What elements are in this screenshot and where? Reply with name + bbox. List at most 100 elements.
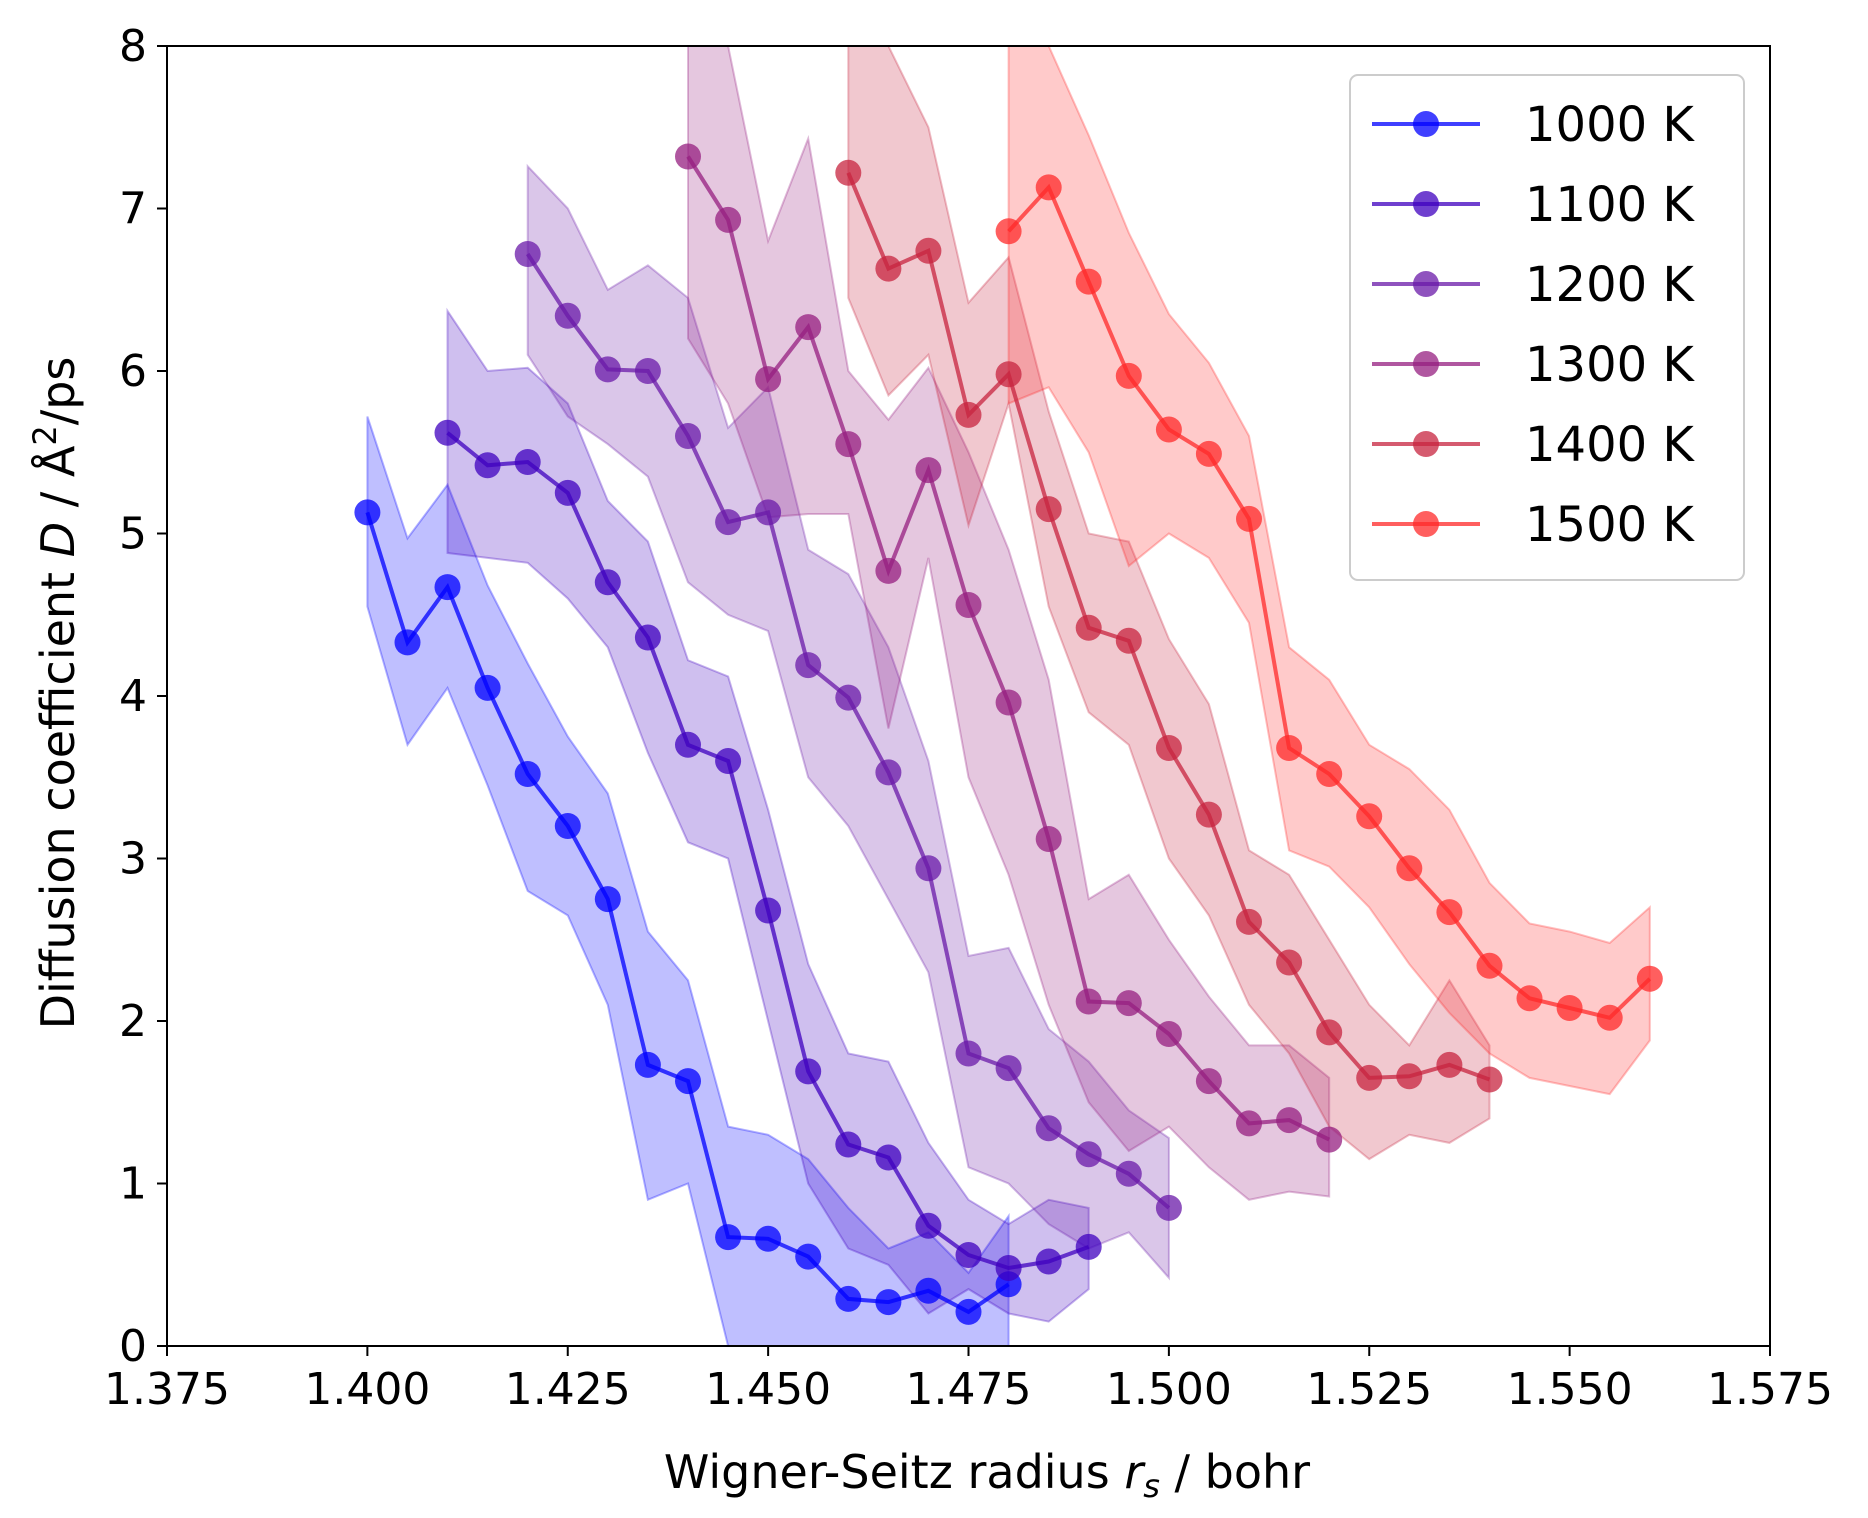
y-tick-label: 7 [119,184,147,235]
point-1200-k [1115,1160,1142,1187]
point-1500-k [1115,362,1142,389]
point-1400-k [995,361,1022,388]
point-1200-k [915,855,942,882]
point-1100-k [1035,1248,1062,1275]
legend-marker-1400-k [1413,431,1439,457]
point-1500-k [1436,899,1463,926]
point-1500-k [1596,1004,1623,1031]
x-tick-label: 1.550 [1507,1364,1633,1415]
point-1100-k [755,897,782,924]
band-1300-k [687,46,1331,1201]
point-1500-k [1035,174,1062,201]
point-1500-k [1396,855,1423,882]
point-1400-k [875,255,902,282]
point-1100-k [514,449,541,475]
point-1300-k [835,431,862,458]
point-1500-k [1276,735,1303,761]
legend-label-1200-k: 1200 K [1525,257,1695,313]
band-1100-k [446,307,1090,1323]
x-tick-label: 1.525 [1306,1364,1432,1415]
y-tick-label: 8 [119,21,147,72]
point-1300-k [915,457,942,484]
point-1100-k [1075,1233,1102,1260]
legend-label-1000-k: 1000 K [1525,97,1695,153]
point-1100-k [474,452,501,479]
point-1300-k [875,557,902,584]
series-lines [354,143,1663,1325]
y-tick-label: 1 [119,1159,147,1210]
point-1000-k [875,1289,902,1316]
x-tick-label: 1.450 [705,1364,831,1415]
point-1400-k [1155,735,1182,761]
point-1400-k [1236,908,1262,935]
point-1200-k [795,652,822,679]
legend-items: 1000 K 1100 K 1200 K 1300 K 1400 K 1500 K [1372,97,1695,553]
point-1000-k [594,886,621,913]
point-1000-k [675,1068,701,1095]
y-axis-label: Diffusion coefficient D / Å2/ps [26,357,85,1030]
point-1100-k [835,1131,862,1158]
x-tick-label: 1.375 [104,1364,230,1415]
legend-marker-1500-k [1413,511,1439,537]
band-1400-k [847,46,1491,1161]
point-1500-k [1155,416,1182,443]
point-1300-k [755,366,782,393]
y-tick-label: 6 [119,346,147,397]
point-1500-k [1075,268,1102,295]
point-1000-k [514,761,541,787]
legend-marker-1200-k [1413,271,1439,297]
point-1300-k [1316,1126,1343,1153]
x-tick-label: 1.475 [906,1364,1032,1415]
point-1300-k [715,206,742,233]
legend-label-1100-k: 1100 K [1525,177,1695,233]
axes [157,45,1771,1356]
legend-label-1500-k: 1500 K [1525,497,1695,553]
x-tick-label: 1.575 [1707,1364,1833,1415]
legend-box [1349,74,1745,581]
point-1000-k [835,1285,862,1312]
band-1500-k [1007,46,1651,1096]
legend-label-1400-k: 1400 K [1525,417,1695,473]
point-1100-k [875,1144,902,1171]
y-tick-label: 5 [119,509,147,560]
point-1300-k [955,592,982,618]
point-1400-k [1115,627,1142,654]
point-1300-k [1035,826,1062,852]
point-1200-k [1155,1194,1182,1221]
point-1100-k [594,569,621,596]
point-1400-k [1356,1064,1383,1091]
point-1400-k [1075,614,1102,641]
point-1000-k [915,1277,942,1304]
point-1400-k [835,159,862,186]
y-tick-label: 3 [119,834,147,885]
point-1200-k [1075,1141,1102,1168]
point-1300-k [1276,1107,1303,1134]
legend-marker-1300-k [1413,351,1439,377]
point-1200-k [554,302,581,329]
y-tick-label: 2 [119,996,147,1047]
point-1100-k [795,1058,822,1085]
point-1400-k [1316,1019,1343,1046]
point-1300-k [795,314,822,341]
point-1500-k [1356,803,1383,830]
point-1000-k [715,1224,742,1251]
point-1400-k [1436,1051,1463,1078]
point-1000-k [554,813,581,839]
point-1200-k [715,509,742,536]
point-1400-k [1035,496,1062,523]
point-1200-k [835,684,862,711]
point-1200-k [594,356,621,383]
point-1000-k [434,574,461,601]
point-1500-k [1195,440,1222,467]
point-1500-k [1636,965,1663,992]
point-1000-k [474,674,501,701]
legend: 1000 K 1100 K 1200 K 1300 K 1400 K 1500 K [1349,74,1745,581]
point-1200-k [1035,1115,1062,1142]
point-1300-k [675,143,701,170]
point-1100-k [995,1255,1022,1281]
y-tick-label: 4 [119,671,147,722]
point-1200-k [755,499,782,526]
point-1000-k [795,1243,822,1270]
x-axis-label: Wigner-Seitz radius rs / bohr [664,1445,1310,1505]
x-tick-label: 1.400 [304,1364,430,1415]
